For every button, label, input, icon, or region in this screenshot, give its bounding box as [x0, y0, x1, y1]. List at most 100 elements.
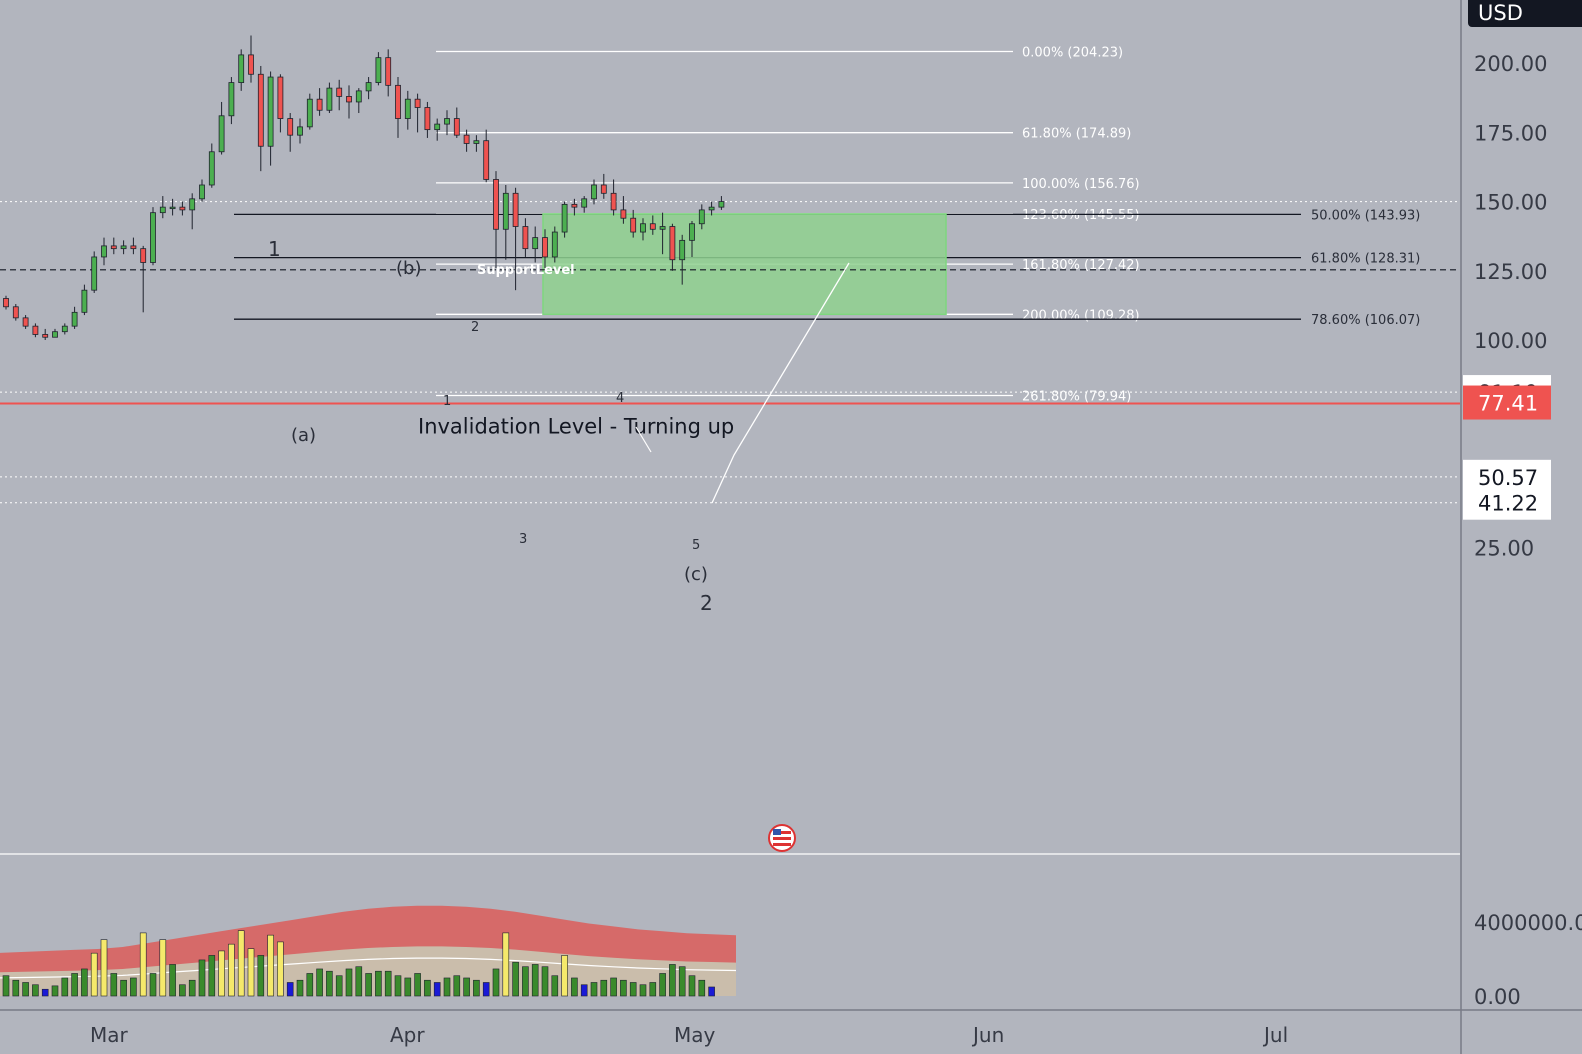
- candle-body: [179, 206, 186, 211]
- candle-body: [287, 118, 294, 136]
- volume-bar: [237, 930, 245, 997]
- volume-bar: [51, 985, 59, 997]
- volume-bar: [286, 982, 294, 997]
- price-axis-label: 125.00: [1474, 260, 1547, 284]
- wave-label-corrective: (a): [291, 425, 316, 446]
- candle-body: [277, 76, 284, 119]
- candle-body: [424, 107, 431, 131]
- volume-bar: [502, 932, 510, 997]
- volume-bar: [610, 977, 617, 997]
- wave-label-major: 2: [700, 591, 713, 615]
- volume-bar: [335, 975, 343, 997]
- candle-body: [101, 245, 107, 258]
- volume-bar: [355, 966, 363, 997]
- volume-bar: [404, 977, 412, 997]
- candle-body: [375, 57, 382, 83]
- volume-pane: [0, 905, 737, 997]
- candle-body: [365, 82, 372, 92]
- volume-bar: [90, 952, 98, 997]
- candle-body: [52, 331, 58, 338]
- price-axis-label: 200.00: [1474, 52, 1547, 76]
- fib-extension-label: 200.00% (109.28): [1022, 308, 1140, 323]
- currency-selector[interactable]: USD: [1468, 0, 1582, 27]
- candle-body: [208, 151, 215, 186]
- volume-bar: [110, 973, 118, 997]
- volume-bar: [590, 982, 598, 997]
- candle-body: [150, 212, 156, 263]
- volume-bar: [473, 979, 480, 997]
- candle-body: [189, 198, 196, 211]
- candle-body: [169, 206, 176, 210]
- candle-body: [502, 192, 509, 230]
- price-axis-label: 100.00: [1474, 329, 1547, 353]
- candle-body: [551, 231, 558, 258]
- volume-bar: [326, 970, 333, 997]
- fib-extension-label: 0.00% (204.23): [1022, 45, 1123, 60]
- candle-body: [395, 84, 401, 119]
- volume-bar: [169, 964, 176, 997]
- volume-bar: [149, 973, 157, 997]
- volume-bar: [541, 966, 549, 997]
- wave-label-minor: 1: [443, 394, 451, 409]
- candle-body: [434, 123, 441, 131]
- candle-body: [3, 298, 9, 308]
- candle-body: [91, 256, 98, 291]
- candle-body: [346, 96, 352, 103]
- candle-body: [473, 140, 480, 144]
- volume-bar: [620, 979, 627, 997]
- candlestick-series: [3, 35, 725, 340]
- volume-bar: [2, 975, 10, 997]
- wave-label-minor: 2: [471, 320, 479, 335]
- fib-retracement-label: 78.60% (106.07): [1311, 313, 1420, 328]
- volume-bar: [561, 955, 568, 997]
- volume-bar: [296, 979, 304, 997]
- time-axis-label: Mar: [90, 1023, 129, 1047]
- volume-bar: [580, 984, 588, 997]
- price-tag-label: 77.41: [1478, 392, 1538, 416]
- candle-body: [110, 245, 117, 250]
- candle-body: [404, 98, 411, 119]
- volume-bar: [81, 968, 88, 997]
- invalidation-label: Invalidation Level - Turning up: [418, 415, 734, 439]
- candle-body: [336, 87, 343, 97]
- candle-body: [444, 118, 450, 125]
- wave-path-line: [635, 426, 652, 453]
- fib-extension-label: 123.60% (145.55): [1022, 208, 1140, 223]
- candle-body: [561, 203, 568, 233]
- wave-label-major: 1: [268, 237, 281, 261]
- volume-bar: [375, 970, 382, 997]
- volume-bar: [492, 968, 500, 997]
- candle-body: [120, 245, 127, 250]
- candle-body: [453, 118, 460, 136]
- volume-bar: [443, 977, 451, 997]
- volume-bar: [257, 955, 265, 997]
- candle-body: [600, 184, 607, 194]
- candle-body: [414, 98, 421, 108]
- candle-body: [698, 209, 705, 225]
- wave-label-minor: 5: [692, 538, 700, 553]
- volume-bar: [512, 961, 519, 997]
- fib-retracement-label: 50.00% (143.93): [1311, 208, 1420, 223]
- volume-bar: [678, 966, 686, 997]
- candle-body: [620, 209, 627, 219]
- volume-bar: [531, 964, 539, 997]
- fib-extension-label: 61.80% (174.89): [1022, 127, 1131, 142]
- fib-extension-label: 261.80% (79.94): [1022, 390, 1131, 405]
- candle-body: [306, 98, 313, 128]
- candle-body: [218, 115, 225, 153]
- volume-bar: [345, 968, 353, 997]
- us-flag-event-icon[interactable]: [768, 824, 796, 852]
- target-zone-box[interactable]: [542, 213, 947, 316]
- candle-body: [483, 140, 490, 180]
- candle-body: [689, 223, 695, 241]
- candle-body: [248, 54, 254, 75]
- candle-body: [257, 73, 264, 147]
- wave-label-corrective: (b): [396, 258, 421, 279]
- volume-axis-ticks: 4000000.0 0.00: [1474, 911, 1582, 1009]
- volume-bar: [482, 982, 490, 997]
- candle-body: [228, 82, 235, 117]
- price-axis-ticks: 275.00250.00225.00200.00175.00150.00125.…: [1474, 0, 1547, 561]
- volume-bar: [649, 982, 657, 997]
